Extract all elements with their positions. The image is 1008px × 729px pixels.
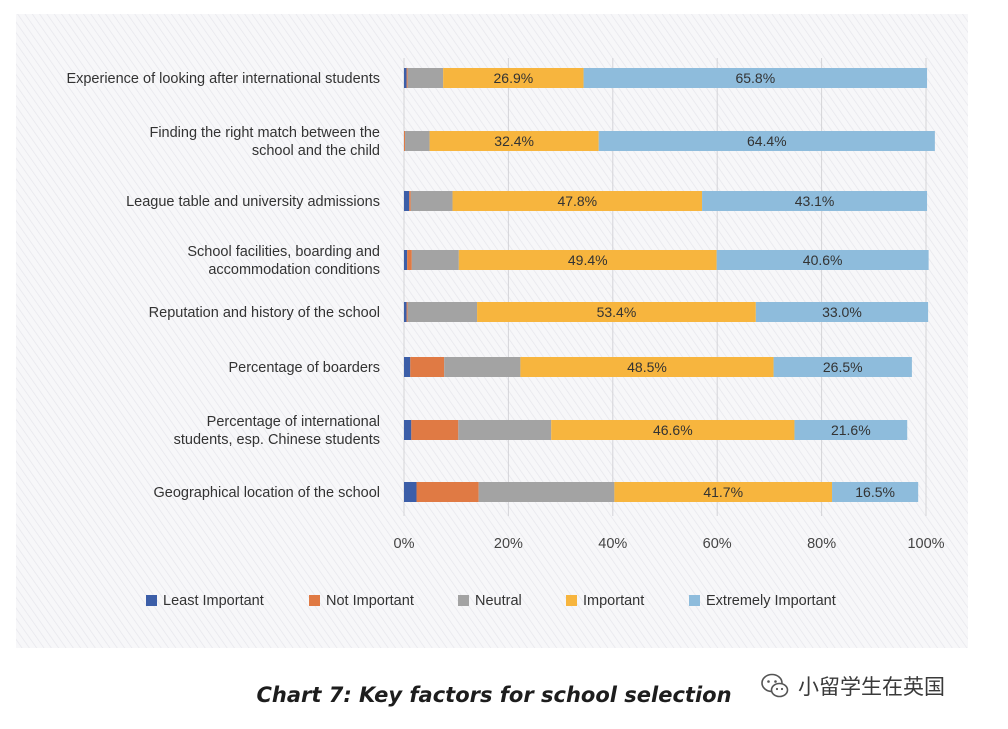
bar-segment-important bbox=[429, 131, 599, 151]
x-tick-label: 40% bbox=[598, 536, 627, 552]
legend-swatch bbox=[458, 595, 469, 606]
chart-background bbox=[16, 14, 968, 648]
bar-segment-not-important bbox=[406, 68, 408, 88]
category-label: Percentage of international bbox=[207, 414, 380, 430]
bar-segment-important bbox=[452, 191, 703, 211]
bar-segment-important bbox=[520, 357, 774, 377]
category-label: students, esp. Chinese students bbox=[174, 432, 380, 448]
x-tick-label: 100% bbox=[907, 536, 944, 552]
data-label: 33.0% bbox=[822, 304, 862, 320]
data-label: 49.4% bbox=[568, 252, 608, 268]
data-label: 65.8% bbox=[735, 70, 775, 86]
bar-segment-least-important bbox=[404, 191, 410, 211]
bar-segment-least-important bbox=[404, 357, 411, 377]
bar-segment-least-important bbox=[404, 482, 417, 502]
legend-swatch bbox=[146, 595, 157, 606]
x-tick-label: 20% bbox=[494, 536, 523, 552]
bar-segment-neutral bbox=[411, 250, 459, 270]
bar-segment-extremely-important bbox=[716, 250, 929, 270]
x-tick-label: 80% bbox=[807, 536, 836, 552]
legend-swatch bbox=[566, 595, 577, 606]
bar-segment-neutral bbox=[478, 482, 615, 502]
bar-segment-not-important bbox=[416, 482, 479, 502]
bar-segment-important bbox=[443, 68, 584, 88]
bar-segment-neutral bbox=[458, 420, 552, 440]
watermark-text: 小留学生在英国 bbox=[798, 675, 945, 699]
bar-segment-extremely-important bbox=[794, 420, 908, 440]
bar-segment-extremely-important bbox=[583, 68, 928, 88]
data-label: 16.5% bbox=[855, 484, 895, 500]
data-label: 40.6% bbox=[803, 252, 843, 268]
category-label: Percentage of boarders bbox=[228, 360, 380, 376]
bar-segment-not-important bbox=[406, 302, 408, 322]
category-label: school and the child bbox=[252, 143, 380, 159]
legend-label: Important bbox=[583, 593, 644, 609]
bar-segment-neutral bbox=[407, 302, 478, 322]
bar-segment-important bbox=[458, 250, 717, 270]
data-label: 21.6% bbox=[831, 422, 871, 438]
data-label: 26.5% bbox=[823, 359, 863, 375]
legend-swatch bbox=[689, 595, 700, 606]
data-label: 64.4% bbox=[747, 133, 787, 149]
category-label: Experience of looking after internationa… bbox=[66, 71, 380, 87]
legend-swatch bbox=[309, 595, 320, 606]
chart-caption: Chart 7: Key factors for school selectio… bbox=[256, 683, 732, 707]
bar-segment-neutral bbox=[444, 357, 521, 377]
legend-label: Extremely Important bbox=[706, 593, 836, 609]
data-label: 32.4% bbox=[494, 133, 534, 149]
bar-segment-extremely-important bbox=[598, 131, 935, 151]
legend-label: Not Important bbox=[326, 593, 414, 609]
x-tick-label: 0% bbox=[394, 536, 415, 552]
data-label: 43.1% bbox=[795, 193, 835, 209]
data-label: 47.8% bbox=[557, 193, 597, 209]
bar-segment-not-important bbox=[410, 357, 445, 377]
watermark: 小留学生在英国 bbox=[760, 671, 945, 701]
data-label: 26.9% bbox=[494, 70, 534, 86]
bar-segment-extremely-important bbox=[773, 357, 912, 377]
wechat-icon bbox=[761, 673, 789, 698]
bar-segment-important bbox=[551, 420, 795, 440]
category-label: League table and university admissions bbox=[126, 194, 380, 210]
category-label: Finding the right match between the bbox=[149, 125, 380, 141]
category-label: Reputation and history of the school bbox=[149, 305, 380, 321]
data-label: 41.7% bbox=[703, 484, 743, 500]
x-tick-label: 60% bbox=[703, 536, 732, 552]
legend-label: Least Important bbox=[163, 593, 264, 609]
bar-segment-least-important bbox=[404, 302, 407, 322]
data-label: 48.5% bbox=[627, 359, 667, 375]
bar-segment-extremely-important bbox=[832, 482, 919, 502]
bar-segment-important bbox=[477, 302, 756, 322]
category-label: Geographical location of the school bbox=[153, 485, 380, 501]
bar-segment-extremely-important bbox=[755, 302, 929, 322]
bar-segment-not-important bbox=[404, 131, 406, 151]
category-label: accommodation conditions bbox=[208, 262, 380, 278]
bar-segment-neutral bbox=[407, 68, 444, 88]
bar-segment-least-important bbox=[404, 250, 408, 270]
bar-segment-least-important bbox=[404, 420, 412, 440]
bar-segment-not-important bbox=[409, 191, 411, 211]
bar-segment-not-important bbox=[411, 420, 459, 440]
data-label: 46.6% bbox=[653, 422, 693, 438]
legend-label: Neutral bbox=[475, 593, 522, 609]
bar-segment-neutral bbox=[405, 131, 430, 151]
bar-segment-not-important bbox=[407, 250, 412, 270]
bar-segment-extremely-important bbox=[702, 191, 928, 211]
category-label: School facilities, boarding and bbox=[187, 244, 380, 260]
bar-segment-neutral bbox=[410, 191, 453, 211]
data-label: 53.4% bbox=[597, 304, 637, 320]
bar-segment-least-important bbox=[404, 68, 407, 88]
bar-segment-important bbox=[614, 482, 833, 502]
